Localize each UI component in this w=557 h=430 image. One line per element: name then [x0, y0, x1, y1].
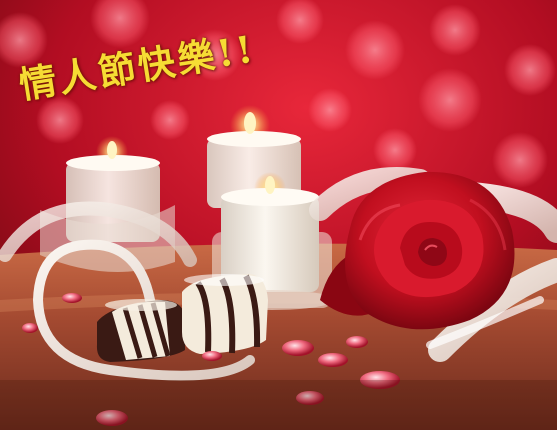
red-rose — [320, 171, 515, 330]
chocolate-left — [96, 299, 185, 362]
bokeh-lights — [0, 0, 556, 188]
chocolate-right — [182, 274, 268, 354]
heart-gems — [22, 293, 400, 426]
